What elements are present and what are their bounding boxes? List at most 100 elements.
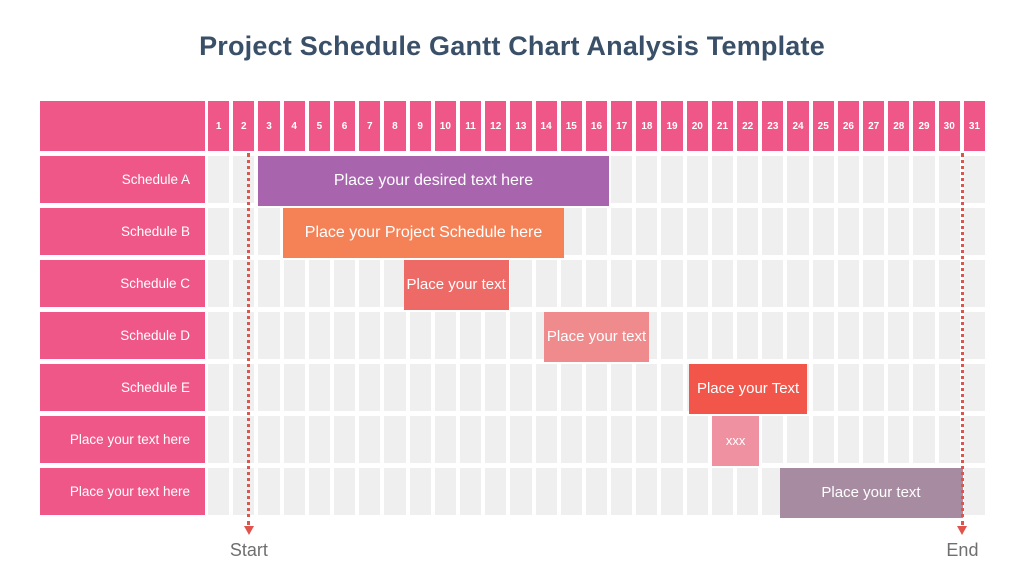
day-header-cell: 1 — [208, 101, 230, 151]
row-label[interactable]: Schedule B — [40, 208, 205, 255]
grid-cell — [888, 312, 910, 359]
grid-cell — [611, 364, 633, 411]
grid-cell — [283, 468, 305, 515]
grid-cell — [359, 468, 381, 515]
grid-cell — [585, 416, 608, 463]
gantt-bar[interactable]: Place your text — [543, 312, 650, 362]
timeline-marker-label: Start — [229, 540, 268, 560]
grid-cell — [611, 208, 633, 255]
grid-cell — [711, 312, 734, 359]
grid-cell — [888, 364, 910, 411]
grid-cell — [787, 416, 809, 463]
grid-cell — [611, 156, 633, 203]
grid-cell — [434, 468, 456, 515]
grid-cell — [485, 468, 507, 515]
grid-cell — [863, 312, 885, 359]
gantt-bar[interactable]: Place your desired text here — [258, 156, 609, 206]
grid-cell — [258, 208, 280, 255]
grid-cell — [762, 156, 784, 203]
grid-cell — [888, 416, 910, 463]
grid-cell — [434, 416, 456, 463]
gantt-bar[interactable]: Place your Project Schedule here — [283, 208, 564, 258]
day-header-cell: 18 — [636, 101, 658, 151]
row-label[interactable]: Schedule D — [40, 312, 205, 359]
row-label[interactable]: Schedule C — [40, 260, 205, 307]
grid-cell — [737, 260, 759, 307]
grid-cell — [686, 468, 708, 515]
grid-cell — [787, 208, 809, 255]
grid-cell — [636, 364, 658, 411]
grid-cell — [812, 208, 834, 255]
grid-cell — [737, 468, 759, 515]
gantt-bar[interactable]: Place your Text — [689, 364, 807, 414]
grid-cell — [636, 468, 658, 515]
grid-cell — [913, 416, 935, 463]
grid-cell — [258, 468, 280, 515]
grid-cell — [611, 468, 633, 515]
grid-cell — [787, 156, 809, 203]
grid-cell — [384, 312, 406, 359]
row-label[interactable]: Place your text here — [40, 468, 205, 515]
grid-cell — [711, 468, 734, 515]
grid-cell — [963, 208, 985, 255]
grid-cell — [888, 260, 910, 307]
day-header-cell: 10 — [434, 101, 456, 151]
grid-cell — [384, 260, 406, 307]
grid-cell — [560, 468, 582, 515]
grid-cell — [283, 416, 305, 463]
grid-cell — [535, 364, 557, 411]
timeline-marker-line — [960, 153, 964, 525]
grid-cell — [686, 312, 708, 359]
grid-cell — [686, 416, 708, 463]
grid-cell — [636, 416, 658, 463]
grid-cell — [258, 312, 280, 359]
grid-cell — [938, 416, 960, 463]
grid-cell — [863, 208, 885, 255]
grid-cell — [585, 468, 608, 515]
day-header-cell: 4 — [283, 101, 305, 151]
grid-cell — [711, 260, 734, 307]
row-day-cells — [208, 260, 985, 307]
grid-cell — [208, 364, 230, 411]
day-header-cell: 31 — [963, 101, 985, 151]
day-header-cell: 3 — [258, 101, 280, 151]
grid-cell — [913, 364, 935, 411]
grid-cell — [283, 260, 305, 307]
gantt-bars-layer: Place your desired text here Place your P… — [208, 156, 985, 520]
day-header-cell: 28 — [888, 101, 910, 151]
gantt-bar[interactable]: xxx — [711, 416, 760, 466]
day-header-cell: 2 — [233, 101, 255, 151]
grid-cell — [510, 416, 532, 463]
grid-cell — [535, 416, 557, 463]
day-header-cell: 13 — [510, 101, 532, 151]
grid-cell — [661, 364, 683, 411]
grid-cell — [686, 156, 708, 203]
grid-cell — [333, 416, 356, 463]
grid-cell — [485, 312, 507, 359]
grid-cell — [938, 312, 960, 359]
row-label[interactable]: Schedule E — [40, 364, 205, 411]
grid-cell — [837, 312, 860, 359]
grid-cell — [963, 312, 985, 359]
grid-cell — [888, 208, 910, 255]
grid-cell — [409, 416, 431, 463]
day-header-cell: 16 — [585, 101, 608, 151]
row-label[interactable]: Place your text here — [40, 416, 205, 463]
grid-cell — [963, 364, 985, 411]
row-day-cells — [208, 364, 985, 411]
grid-cell — [661, 416, 683, 463]
row-label[interactable]: Schedule A — [40, 156, 205, 203]
grid-cell — [913, 156, 935, 203]
gantt-bar[interactable]: Place your text — [779, 468, 963, 518]
grid-cell — [434, 312, 456, 359]
grid-cell — [359, 312, 381, 359]
grid-cell — [837, 260, 860, 307]
grid-cell — [208, 312, 230, 359]
grid-cell — [510, 364, 532, 411]
grid-cell — [359, 416, 381, 463]
grid-cell — [535, 468, 557, 515]
gantt-bar[interactable]: Place your text — [403, 260, 509, 310]
day-header-cell: 15 — [560, 101, 582, 151]
day-header-cell: 11 — [459, 101, 482, 151]
